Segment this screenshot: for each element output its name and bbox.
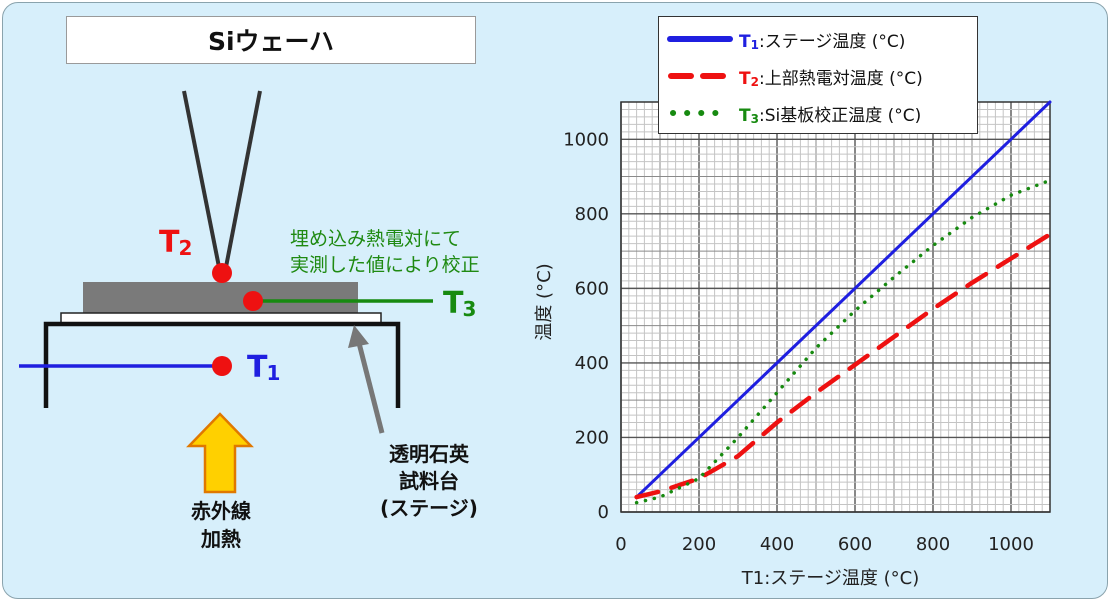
legend-item-t3: T3:Si基板校正温度 (°C) bbox=[659, 98, 921, 128]
series-line-t2 bbox=[634, 232, 1053, 500]
stage-label: 透明石英 試料台 (ステージ) bbox=[380, 442, 478, 520]
t2-point bbox=[212, 263, 232, 283]
legend-label-t2: :上部熱電対温度 (°C) bbox=[758, 68, 923, 89]
legend-item-t2: T2:上部熱電対温度 (°C) bbox=[659, 61, 923, 91]
legend-item-t1: T1:ステージ温度 (°C) bbox=[659, 24, 905, 54]
t3-label: T3 bbox=[443, 286, 476, 321]
x-tick-label: 800 bbox=[916, 534, 950, 555]
chart-legend: T1:ステージ温度 (°C) T2:上部熱電対温度 (°C) T3:Si基板校正… bbox=[658, 16, 978, 134]
x-tick-label: 0 bbox=[615, 534, 626, 555]
y-tick-label: 400 bbox=[575, 353, 609, 374]
series-line-t1 bbox=[635, 100, 1052, 499]
si-wafer bbox=[83, 282, 358, 313]
apparatus-schematic bbox=[19, 90, 433, 494]
y-tick-label: 600 bbox=[575, 278, 609, 299]
legend-label-t1: :ステージ温度 (°C) bbox=[758, 31, 906, 52]
calibration-note: 埋め込み熱電対にて 実測した値により校正 bbox=[290, 228, 480, 276]
infrared-heating-label: 赤外線 加熱 bbox=[191, 499, 251, 551]
legend-swatch-dotted bbox=[670, 110, 732, 116]
wafer-title: Siウェーハ bbox=[207, 27, 335, 56]
t2-label: T2 bbox=[159, 225, 192, 260]
y-tick-label: 800 bbox=[575, 204, 609, 225]
legend-swatch-dashed bbox=[668, 73, 732, 79]
wafer-title-box: Siウェーハ bbox=[66, 16, 476, 64]
y-axis-label: 温度 (°C) bbox=[534, 263, 555, 340]
thermocouple-wire-right bbox=[224, 90, 262, 268]
y-tick-label: 1000 bbox=[563, 129, 609, 150]
legend-swatch-solid bbox=[667, 36, 733, 42]
x-tick-label: 200 bbox=[682, 534, 716, 555]
t1-label: T1 bbox=[247, 350, 280, 385]
y-tick-label: 0 bbox=[598, 502, 609, 523]
t3-point bbox=[243, 291, 263, 311]
thermocouple-wire-left bbox=[182, 90, 221, 268]
y-tick-label: 200 bbox=[575, 427, 609, 448]
t1-point bbox=[212, 356, 232, 376]
stage-pointer-arrowhead bbox=[348, 325, 369, 348]
infrared-heating-arrow bbox=[186, 412, 254, 494]
series-line-t3 bbox=[634, 178, 1052, 505]
stage-pointer-line bbox=[356, 342, 385, 434]
x-axis-label: T1:ステージ温度 (°C) bbox=[741, 568, 920, 589]
x-tick-label: 600 bbox=[838, 534, 872, 555]
temperature-chart: 0 200 400 600 800 1000 0 200 400 600 800 1000 T1:ステー… bbox=[534, 100, 1053, 589]
x-tick-label: 1000 bbox=[988, 534, 1034, 555]
legend-label-t3: :Si基板校正温度 (°C) bbox=[758, 105, 922, 126]
x-tick-label: 400 bbox=[760, 534, 794, 555]
